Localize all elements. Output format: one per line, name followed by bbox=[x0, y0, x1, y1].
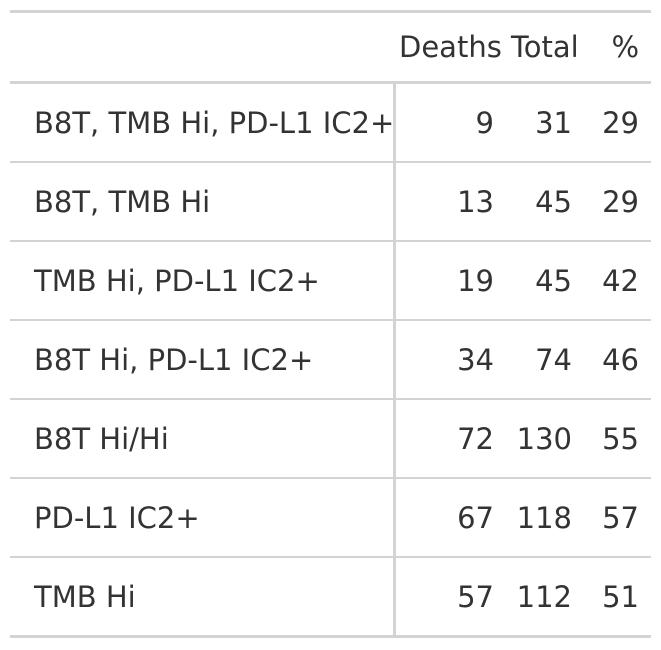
total-cell: 112 bbox=[506, 557, 584, 638]
row-label: B8T Hi, PD-L1 IC2+ bbox=[10, 320, 396, 400]
row-label: TMB Hi, PD-L1 IC2+ bbox=[10, 241, 396, 321]
deaths-cell: 9 bbox=[394, 82, 506, 163]
total-cell: 130 bbox=[506, 399, 584, 479]
row-label: B8T, TMB Hi, PD-L1 IC2+ bbox=[10, 82, 396, 163]
header-deaths: Deaths bbox=[399, 30, 502, 64]
total-cell: 45 bbox=[506, 162, 584, 242]
table-row: TMB Hi, PD-L1 IC2+ 19 45 42 bbox=[10, 241, 651, 321]
total-cell: 74 bbox=[506, 320, 584, 400]
total-cell: 118 bbox=[506, 478, 584, 558]
header-label bbox=[10, 12, 394, 83]
row-label: B8T Hi/Hi bbox=[10, 399, 396, 479]
percent-cell: 57 bbox=[584, 478, 651, 558]
row-label: TMB Hi bbox=[10, 557, 396, 638]
percent-cell: 29 bbox=[584, 162, 651, 242]
table-row: B8T Hi, PD-L1 IC2+ 34 74 46 bbox=[10, 320, 651, 400]
header-percent: % bbox=[611, 30, 639, 64]
percent-cell: 29 bbox=[584, 82, 651, 163]
row-label: B8T, TMB Hi bbox=[10, 162, 396, 242]
table-header-row: Deaths Total % bbox=[10, 11, 651, 83]
header-total: Total bbox=[511, 30, 579, 64]
table-row: TMB Hi 57 112 51 bbox=[10, 557, 651, 638]
summary-table: Deaths Total % B8T, TMB Hi, PD-L1 IC2+ 9… bbox=[10, 10, 651, 638]
percent-cell: 46 bbox=[584, 320, 651, 400]
deaths-cell: 34 bbox=[394, 320, 506, 400]
deaths-cell: 72 bbox=[394, 399, 506, 479]
table-row: B8T, TMB Hi 13 45 29 bbox=[10, 162, 651, 242]
deaths-cell: 57 bbox=[394, 557, 506, 638]
row-label: PD-L1 IC2+ bbox=[10, 478, 396, 558]
percent-cell: 42 bbox=[584, 241, 651, 321]
deaths-cell: 19 bbox=[394, 241, 506, 321]
table-row: PD-L1 IC2+ 67 118 57 bbox=[10, 478, 651, 558]
total-cell: 45 bbox=[506, 241, 584, 321]
percent-cell: 55 bbox=[584, 399, 651, 479]
total-cell: 31 bbox=[506, 82, 584, 163]
table-row: B8T Hi/Hi 72 130 55 bbox=[10, 399, 651, 479]
deaths-cell: 13 bbox=[394, 162, 506, 242]
table-row: B8T, TMB Hi, PD-L1 IC2+ 9 31 29 bbox=[10, 82, 651, 163]
summary-table-container: Deaths Total % B8T, TMB Hi, PD-L1 IC2+ 9… bbox=[10, 10, 651, 638]
percent-cell: 51 bbox=[584, 557, 651, 638]
deaths-cell: 67 bbox=[394, 478, 506, 558]
